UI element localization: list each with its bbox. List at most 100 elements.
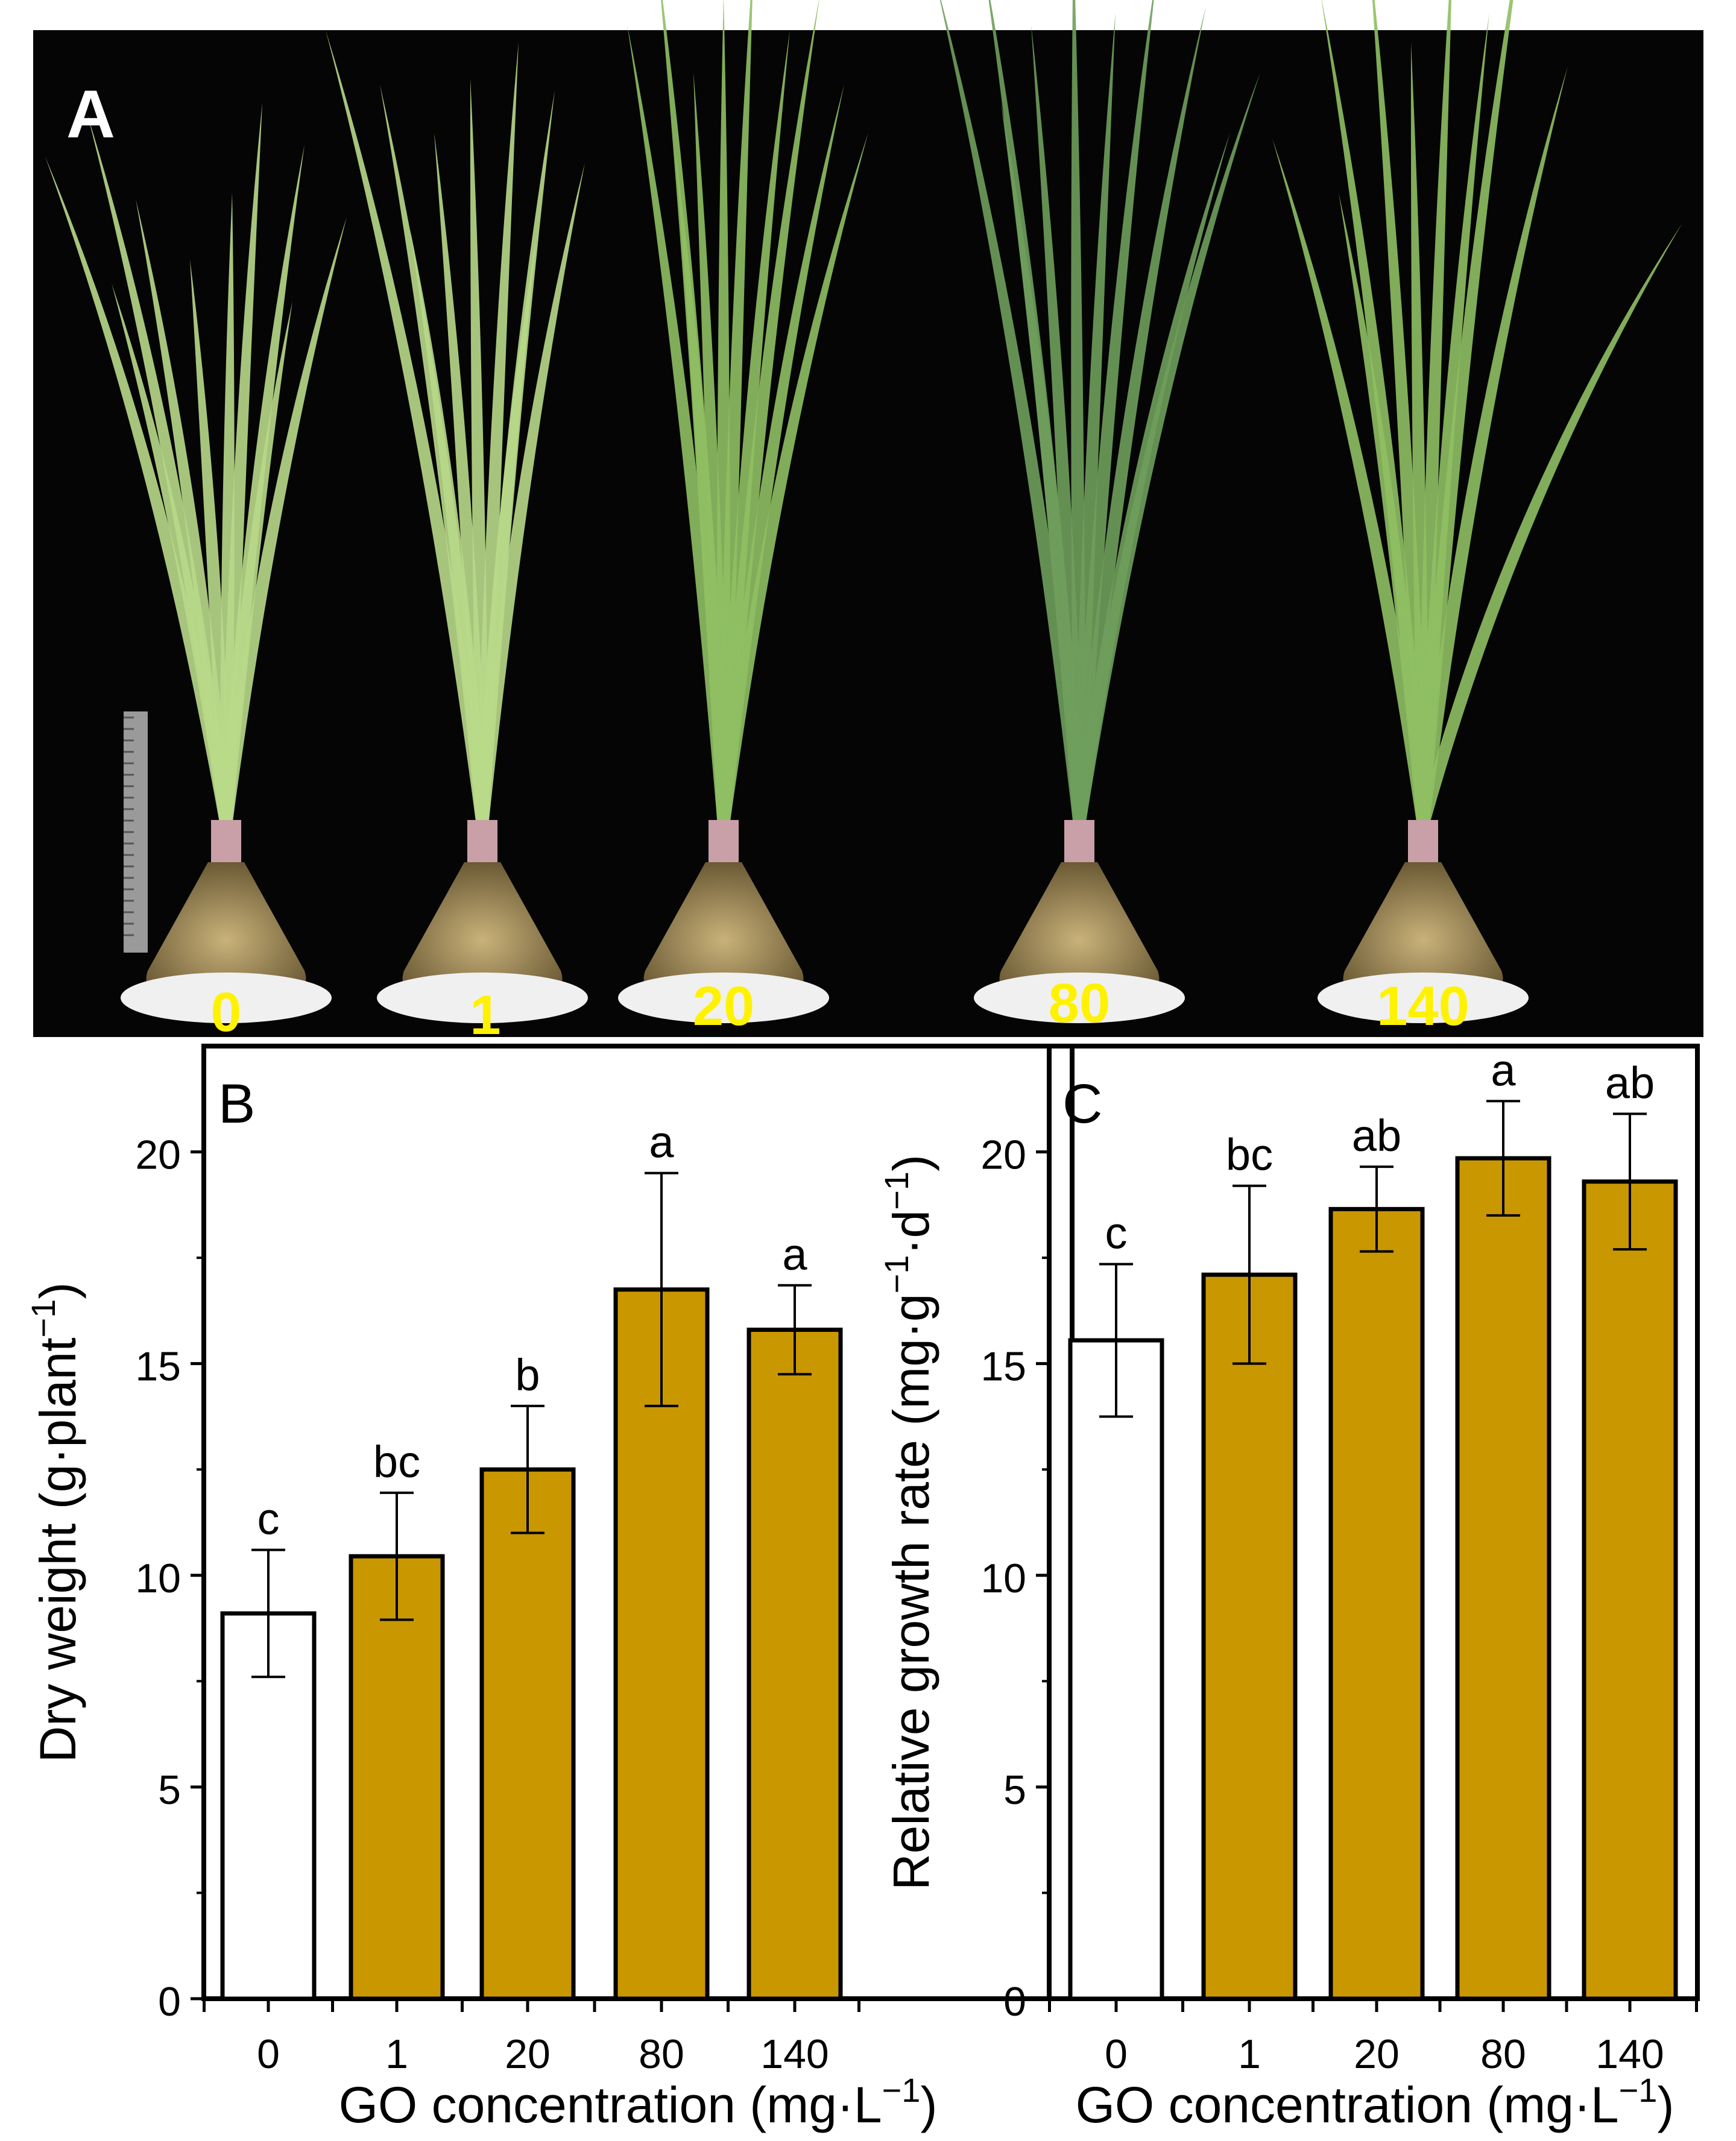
treatment-label: 20 [693, 976, 754, 1037]
stem [1408, 820, 1438, 868]
y-tick-label-15: 15 [980, 1344, 1026, 1390]
x-tick-label-0: 0 [1105, 2031, 1128, 2077]
chart-relative-growth-rate: C c bc ab a ab 0 5 10 15 20 0 1 20 80 140 GO concent… [877, 1044, 1700, 2133]
error-bar-1 [1233, 1184, 1266, 1365]
y-tick-label-0: 0 [158, 1979, 181, 2025]
flask [146, 862, 306, 992]
significance-label-140: a [782, 1229, 807, 1279]
flask-base-plate [974, 973, 1185, 1023]
plant-0 [45, 102, 347, 1023]
chart-dry-weight: B c bc b a a 0 5 10 15 20 0 1 20 80 140 GO concentra… [24, 1044, 1075, 2133]
plant-20 [618, 0, 868, 1023]
flask-base-plate [121, 973, 332, 1023]
error-bar-20 [511, 1404, 544, 1534]
significance-label-140: ab [1605, 1058, 1655, 1108]
leaf [220, 102, 262, 826]
y-tick-label-10: 10 [135, 1556, 181, 1601]
chart-c-error-bars [1099, 1100, 1647, 1418]
bar-80 [613, 1287, 710, 2001]
error-bar-80 [1486, 1100, 1520, 1217]
leaf [939, 0, 1085, 826]
leaf [1073, 12, 1116, 826]
chart-c-y-ticks: 0 5 10 15 20 [980, 1132, 1049, 2025]
leaf [627, 24, 730, 826]
error-bar-0 [251, 1548, 285, 1679]
chart-c-x-axis-label: GO concentration (mg·L−1) [1076, 2071, 1674, 2133]
x-tick-label-140: 140 [760, 2031, 829, 2077]
x-tick-label-0: 0 [257, 2031, 280, 2077]
y-tick-label-5: 5 [158, 1767, 181, 1813]
y-tick-label-10: 10 [980, 1556, 1026, 1601]
flask-base-plate [618, 973, 829, 1023]
leaf [1417, 0, 1451, 826]
stem [1064, 820, 1094, 868]
y-tick-label-0: 0 [1003, 1979, 1026, 2025]
flask-base-plate [377, 973, 588, 1023]
significance-label-1: bc [373, 1437, 420, 1487]
x-tick-label-1: 1 [385, 2031, 408, 2077]
leaf [718, 0, 753, 826]
error-bar-1 [380, 1491, 414, 1621]
photo-panel: A 0 1 20 80 140 [33, 0, 1703, 1046]
leaf [476, 235, 537, 826]
bar-140 [1582, 1179, 1678, 2001]
leaf [1339, 193, 1429, 826]
x-tick-label-1: 1 [1238, 2031, 1261, 2077]
chart-c-significance-labels: c bc ab a ab [1105, 1045, 1655, 1258]
photo-labels: 0 1 20 80 140 [210, 973, 1469, 1046]
chart-c-panel-label: C [1062, 1073, 1102, 1135]
plant-1 [326, 30, 588, 1023]
leaf [476, 163, 585, 826]
y-tick-label-20: 20 [135, 1132, 181, 1178]
error-bar-140 [1613, 1112, 1647, 1251]
x-tick-label-80: 80 [1480, 2031, 1526, 2077]
chart-b-y-ticks: 0 5 10 15 20 [135, 1132, 204, 2025]
chart-b-bars [220, 1287, 843, 2001]
chart-b-y-axis-label: Dry weight (g·plant−1) [24, 1282, 86, 1763]
ruler [124, 711, 148, 953]
stem [467, 820, 497, 868]
significance-label-20: ab [1352, 1111, 1401, 1161]
leaf [476, 42, 519, 826]
error-bar-80 [645, 1171, 678, 1407]
treatment-label: 0 [210, 982, 241, 1043]
leaf [1417, 223, 1682, 826]
error-bar-0 [1099, 1263, 1133, 1418]
bar-20 [479, 1467, 576, 2001]
bar-80 [1455, 1156, 1551, 2001]
leaf [112, 283, 232, 826]
flask [1343, 862, 1503, 992]
flask [643, 862, 804, 992]
plant-140 [1272, 0, 1682, 1023]
treatment-label: 140 [1377, 976, 1469, 1037]
leaf [220, 217, 347, 826]
chart-b-x-axis-label: GO concentration (mg·L−1) [339, 2071, 938, 2133]
x-tick-label-20: 20 [505, 2031, 551, 2077]
significance-label-1: bc [1226, 1130, 1273, 1180]
leaf [675, 151, 730, 826]
chart-c-bars [1068, 1156, 1678, 2001]
x-tick-label-80: 80 [639, 2031, 684, 2077]
bar-140 [746, 1327, 843, 2001]
x-tick-label-20: 20 [1354, 2031, 1400, 2077]
chart-c-x-ticks: 0 1 20 80 140 [1048, 1999, 1698, 2077]
leaf [1073, 0, 1154, 826]
stem [211, 820, 241, 868]
plant-80 [939, 0, 1260, 1023]
leaf [718, 133, 868, 826]
leaf [1272, 139, 1429, 826]
leaf [1417, 66, 1568, 826]
y-tick-label-5: 5 [1003, 1767, 1026, 1813]
flask-base-plate [1318, 973, 1529, 1023]
bar-0 [1068, 1338, 1164, 2001]
flask [999, 862, 1160, 992]
y-tick-label-15: 15 [135, 1344, 181, 1390]
bar-1 [1201, 1272, 1298, 2001]
significance-label-0: c [1105, 1208, 1128, 1258]
y-tick-label-20: 20 [980, 1132, 1026, 1178]
bar-1 [349, 1554, 445, 2001]
flask [402, 862, 563, 992]
chart-c-y-axis-label: Relative growth rate (mg·g−1·d−1) [877, 1155, 939, 1890]
treatment-label: 1 [470, 985, 500, 1046]
significance-label-0: c [257, 1494, 280, 1544]
